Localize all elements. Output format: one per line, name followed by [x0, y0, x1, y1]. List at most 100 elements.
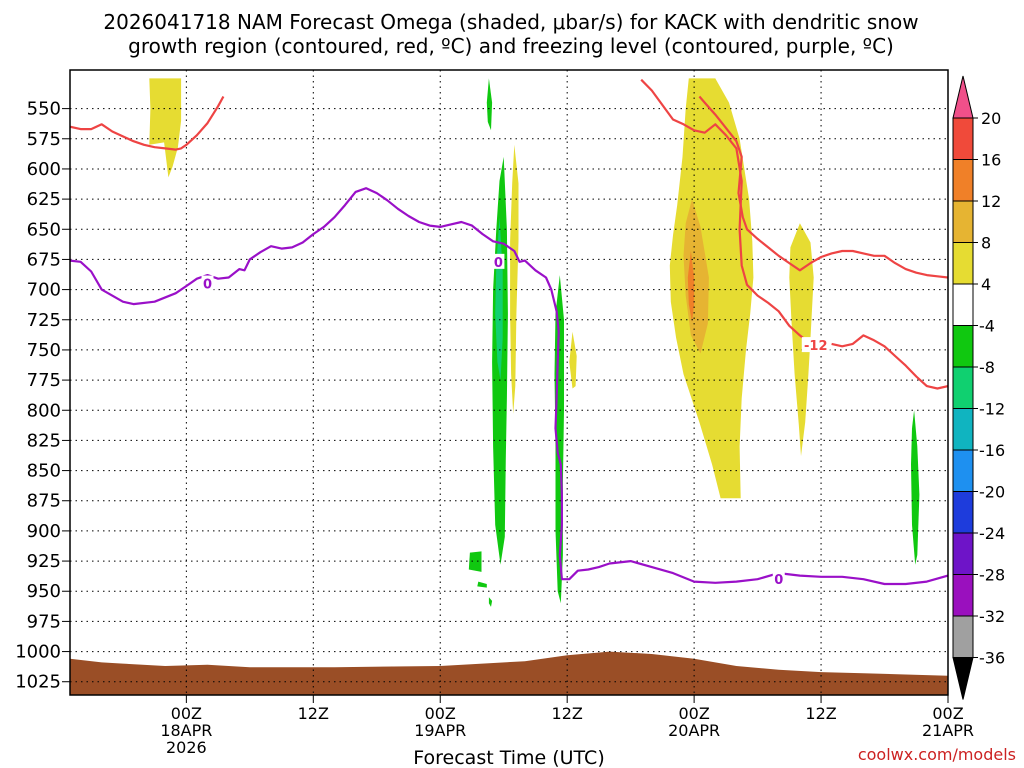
colorbar-label: 20: [981, 109, 1001, 128]
colorbar-top-arrow: [952, 75, 974, 119]
colorbar-label: -16: [979, 441, 1005, 460]
freezing-level-line: [70, 187, 948, 586]
omega-rising-region: [683, 199, 709, 354]
x-tick-time: 12Z: [805, 704, 836, 723]
x-tick-time: 12Z: [552, 704, 583, 723]
grid-lines: [70, 70, 949, 695]
x-tick-date: 19APR: [414, 721, 466, 740]
y-tick-label: 700: [27, 280, 61, 301]
colorbar-segment: [952, 615, 974, 658]
x-tick-year: 2026: [166, 738, 207, 757]
plot-background: [70, 70, 948, 695]
freezing-level-label: 0: [774, 573, 783, 588]
freezing-level-label-bg: [201, 275, 214, 291]
y-tick-label: 575: [27, 129, 61, 150]
contour-labels: 0 0 0 -12: [201, 253, 830, 588]
colorbar-segment: [952, 449, 974, 492]
x-tick-time: 00Z: [678, 704, 709, 723]
y-tick-label: 600: [27, 159, 61, 180]
chart-title-line2: growth region (contoured, red, ºC) and f…: [128, 34, 894, 58]
colorbar-label: -32: [979, 607, 1005, 626]
y-tick-label: 1000: [15, 642, 61, 663]
y-tick-label: 750: [27, 340, 61, 361]
omega-sinking-region: [488, 597, 493, 607]
y-axis: 550 575 600 625 650 675 700 725 750 775 800 825 850 8…: [15, 99, 70, 693]
colorbar-segment: [952, 408, 974, 451]
x-tick-date: 20APR: [668, 721, 720, 740]
colorbar-label: -12: [979, 400, 1005, 419]
colorbar-bottom-arrow: [952, 657, 974, 700]
y-tick-label: 950: [27, 581, 61, 602]
colorbar-label: -4: [979, 317, 995, 336]
colorbar-segment: [952, 117, 974, 160]
colorbar-segment: [952, 325, 974, 368]
dgz-contour-label: -12: [804, 339, 828, 354]
omega-rising-region: [149, 78, 182, 178]
dgz-contour-line: [640, 78, 812, 345]
ground-layer: [70, 651, 948, 695]
colorbar-segment: [952, 159, 974, 202]
colorbar-segment: [952, 532, 974, 575]
y-tick-label: 850: [27, 461, 61, 482]
dgz-contour-label-bg: [801, 337, 830, 353]
freezing-level-label-bg: [492, 253, 505, 269]
x-tick-time: 12Z: [298, 704, 329, 723]
colorbar-label: 8: [981, 234, 991, 253]
y-tick-label: 925: [27, 551, 61, 572]
y-tick-label: 825: [27, 430, 61, 451]
colorbar-label: -36: [979, 649, 1005, 668]
y-tick-label: 775: [27, 370, 61, 391]
colorbar-label: -20: [979, 483, 1005, 502]
chart-title-line1: 2026041718 NAM Forecast Omega (shaded, μ…: [103, 10, 918, 34]
contour-lines: [70, 78, 948, 586]
omega-sinking-region: [486, 78, 493, 131]
y-tick-label: 800: [27, 400, 61, 421]
y-tick-label: 725: [27, 310, 61, 331]
y-tick-label: 900: [27, 521, 61, 542]
colorbar-segment: [952, 491, 974, 534]
x-axis-title: Forecast Time (UTC): [413, 747, 604, 768]
colorbar-label: -28: [979, 566, 1005, 585]
colorbar-segment: [952, 200, 974, 243]
omega-sinking-region: [911, 410, 920, 565]
omega-rising-region: [687, 251, 695, 323]
omega-rising-region: [669, 78, 754, 499]
colorbar-label: -8: [979, 358, 995, 377]
colorbar: 20 16 12 8 4 -4 -8 -12 -16 -20 -24 -28 -32 -36: [952, 75, 1005, 700]
colorbar-label: 12: [981, 192, 1001, 211]
colorbar-label: 16: [981, 151, 1001, 170]
colorbar-segment: [952, 366, 974, 409]
y-tick-label: 550: [27, 99, 61, 120]
colorbar-label: 4: [981, 275, 991, 294]
x-tick-date: 18APR: [160, 721, 212, 740]
y-tick-label: 675: [27, 249, 61, 270]
dgz-contour-line: [70, 95, 225, 151]
y-tick-label: 875: [27, 491, 61, 512]
omega-sinking-region: [477, 581, 487, 588]
freezing-level-label: 0: [494, 256, 503, 271]
y-tick-label: 625: [27, 189, 61, 210]
x-tick-time: 00Z: [932, 704, 963, 723]
dgz-contour-line: [698, 95, 948, 279]
x-tick-time: 00Z: [425, 704, 456, 723]
x-tick-date: 21APR: [922, 721, 974, 740]
omega-rising-region: [789, 223, 814, 457]
colorbar-segment: [952, 574, 974, 617]
x-tick-time: 00Z: [171, 704, 202, 723]
colorbar-segment: [952, 283, 974, 326]
freezing-level-label: 0: [203, 278, 212, 293]
plot-frame: [69, 69, 949, 696]
omega-sinking-region: [468, 551, 482, 572]
y-tick-label: 975: [27, 611, 61, 632]
omega-rising-region: [569, 331, 577, 389]
dgz-contour-line: [831, 334, 948, 390]
y-tick-label: 1025: [15, 672, 61, 693]
y-tick-label: 650: [27, 219, 61, 240]
colorbar-segment: [952, 242, 974, 285]
colorbar-label: -24: [979, 524, 1005, 543]
omega-rising-region: [510, 144, 519, 414]
ground-surface: [70, 651, 948, 695]
credit-text: coolwx.com/models: [858, 745, 1016, 764]
